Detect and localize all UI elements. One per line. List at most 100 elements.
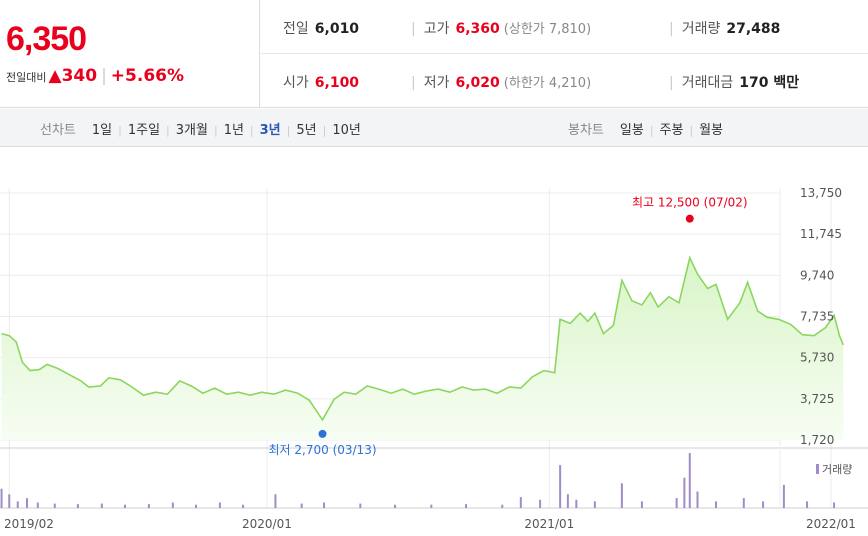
volume-bar <box>100 503 103 508</box>
tab-line-period-3[interactable]: 1년 <box>223 123 244 138</box>
volume-bar <box>620 483 623 508</box>
volume-bar <box>242 504 245 508</box>
divider: | <box>213 124 218 137</box>
stat-value: 6,010 <box>314 21 360 37</box>
divider: | <box>322 124 327 137</box>
stats-row-1: 전일 6,010 | 고가 6,360 (상한가 7,810) | 거래량 27,488 <box>261 0 868 54</box>
tab-line-period-4[interactable]: 3년 <box>259 123 281 138</box>
volume-bar <box>465 504 468 508</box>
tab-line-period-5[interactable]: 5년 <box>296 123 317 138</box>
stat-open: 시가 6,100 <box>283 72 359 92</box>
volume-bar <box>274 494 277 508</box>
volume-bar <box>519 497 522 508</box>
divider: | <box>286 124 291 137</box>
volume-bar <box>76 504 79 508</box>
volume-bar <box>0 488 3 508</box>
high-marker <box>685 214 694 223</box>
tab-line-period-1[interactable]: 1주일 <box>127 123 161 138</box>
volume-bar <box>593 501 596 508</box>
volume-bar <box>323 502 326 508</box>
volume-bar <box>171 502 174 508</box>
lower-limit: (하한가 4,210) <box>503 76 592 91</box>
divider: | <box>669 75 674 91</box>
divider: | <box>411 75 416 91</box>
x-tick-label: 2019/02 <box>4 517 54 531</box>
stat-value: 27,488 <box>726 21 781 37</box>
divider: | <box>166 124 170 137</box>
price-area-fill <box>1 257 844 440</box>
y-tick-label: 3,725 <box>800 392 834 406</box>
volume-bar <box>566 494 569 508</box>
y-tick-label: 5,730 <box>800 351 834 365</box>
volume-legend-swatch <box>816 464 819 474</box>
tab-line-period-2[interactable]: 3개월 <box>175 123 208 138</box>
stat-prev-close: 전일 6,010 <box>283 18 359 38</box>
stat-value: 6,020 <box>455 75 500 91</box>
tab-candle-period-1[interactable]: 주봉 <box>659 123 684 138</box>
candle-chart-title: 봉차트 <box>568 123 604 138</box>
change-line: 전일대비 ▲340 | +5.66% <box>6 66 184 86</box>
volume-bar <box>640 501 643 508</box>
stats-row-2: 시가 6,100 | 저가 6,020 (하한가 4,210) | 거래대금 170 백만 <box>261 54 868 108</box>
volume-bar <box>123 504 126 508</box>
price-line <box>1 255 845 422</box>
volume-bar <box>194 504 197 508</box>
stat-label: 거래대금 <box>681 75 734 91</box>
price-chart: 13,750 11,745 9,740 7,735 5,730 3,725 1,720 최고… <box>0 148 868 536</box>
price-chart-svg: 13,750 11,745 9,740 7,735 5,730 3,725 1,720 최고… <box>0 186 868 531</box>
stat-value: 6,100 <box>314 75 360 91</box>
divider: | <box>249 124 254 137</box>
volume-bar <box>53 503 56 508</box>
line-chart-title: 선차트 <box>40 123 76 138</box>
volume-bar <box>696 491 699 508</box>
tab-line-period-0[interactable]: 1일 <box>91 123 113 138</box>
y-tick-label: 11,745 <box>800 227 842 241</box>
stat-label: 고가 <box>423 21 450 37</box>
volume-bar <box>782 484 785 508</box>
tab-line-period-6[interactable]: 10년 <box>332 123 361 138</box>
stat-volume: | 거래량 27,488 <box>669 18 780 38</box>
tab-candle-period-0[interactable]: 일봉 <box>619 123 644 138</box>
low-label: 최저 2,700 (03/13) <box>269 443 377 457</box>
volume-bar <box>742 498 745 508</box>
volume-bar <box>575 499 578 508</box>
volume-bar <box>300 503 303 508</box>
x-tick-label: 2022/01 <box>806 517 856 531</box>
divider: | <box>669 21 674 37</box>
stat-high: | 고가 6,360 (상한가 7,810) <box>411 18 591 38</box>
stat-trade-value: | 거래대금 170 백만 <box>669 72 799 92</box>
stat-low: | 저가 6,020 (하한가 4,210) <box>411 72 591 92</box>
volume-bar <box>675 498 678 508</box>
price-stats: 전일 6,010 | 고가 6,360 (상한가 7,810) | 거래량 27,488 시… <box>261 0 868 108</box>
volume-bar <box>501 504 504 508</box>
volume-bar <box>26 498 29 508</box>
y-tick-label: 1,720 <box>800 433 834 447</box>
volume-bar <box>394 504 397 508</box>
volume-bar <box>359 503 362 508</box>
volume-bar <box>806 501 809 508</box>
current-price: 6,350 <box>6 20 87 58</box>
candle-period-list: 일봉 | 주봉 | 월봉 <box>620 123 723 138</box>
volume-bar <box>539 499 542 508</box>
volume-bar <box>8 494 11 508</box>
divider: | <box>649 124 654 137</box>
x-tick-label: 2021/01 <box>524 517 574 531</box>
volume-bar <box>715 501 718 508</box>
volume-legend: 거래량 <box>822 463 852 476</box>
divider: | <box>101 66 107 86</box>
high-label: 최고 12,500 (07/02) <box>632 196 748 210</box>
line-chart-periods: 선차트 1일 | 1주일 | 3개월 | 1년 | 3년 | 5년 | 10년 <box>40 119 361 138</box>
stat-label: 거래량 <box>681 21 721 37</box>
change-label: 전일대비 <box>6 71 47 84</box>
tab-candle-period-2[interactable]: 월봉 <box>699 123 724 138</box>
line-period-list: 1일 | 1주일 | 3개월 | 1년 | 3년 | 5년 | 10년 <box>92 123 361 138</box>
low-marker <box>318 429 327 438</box>
volume-bar <box>762 501 765 508</box>
stat-label: 전일 <box>283 21 309 37</box>
change-percent: +5.66% <box>110 66 185 86</box>
price-summary: 6,350 전일대비 ▲340 | +5.66% 전일 6,010 | 고가 6,360 (상… <box>0 0 868 108</box>
stat-value: 170 백만 <box>739 75 800 91</box>
volume-bar <box>16 501 19 508</box>
stat-value: 6,360 <box>455 21 500 37</box>
chart-toolbar: 선차트 1일 | 1주일 | 3개월 | 1년 | 3년 | 5년 | 10년 봉차트 일봉 | 주봉 | 월봉 <box>0 109 868 147</box>
